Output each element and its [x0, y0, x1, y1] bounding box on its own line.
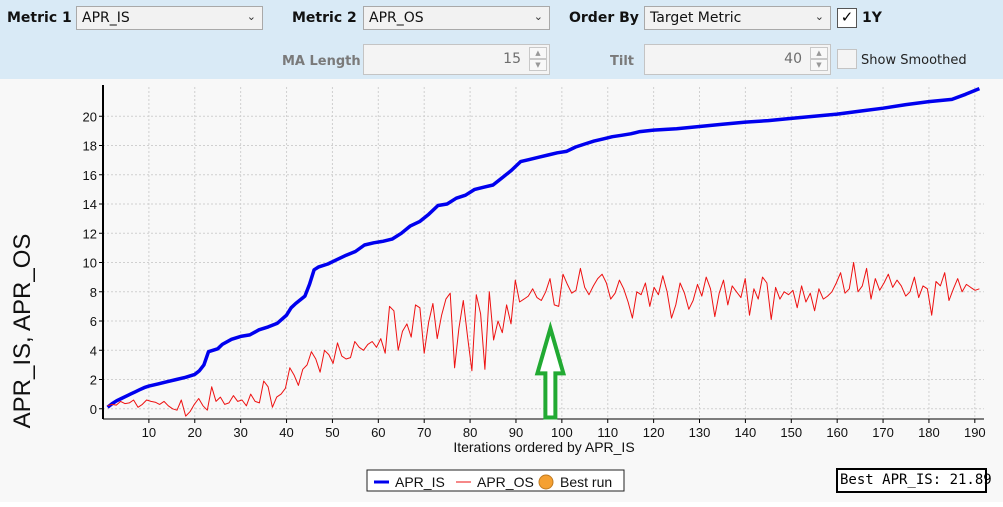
x-tick-label: 140 [735, 425, 757, 440]
x-tick-label: 20 [188, 425, 202, 440]
metric1-label: Metric 1 [7, 10, 72, 26]
chevron-down-icon: ⌄ [533, 10, 543, 23]
x-tick-label: 120 [643, 425, 665, 440]
metric2-value: APR_OS [369, 10, 424, 26]
y-tick-label: 6 [90, 314, 97, 329]
y-tick-label: 12 [83, 226, 97, 241]
y-tick-label: 16 [83, 168, 97, 183]
ma-length-value: 15 [503, 51, 521, 67]
x-tick-label: 100 [551, 425, 573, 440]
series-line-apr-os [107, 262, 980, 417]
legend-box [366, 469, 625, 492]
tilt-label: Tilt [610, 54, 634, 69]
legend: APR_IS APR_OS Best run [366, 469, 625, 492]
x-tick-label: 90 [509, 425, 523, 440]
y-tick-label: 18 [83, 139, 97, 154]
chart-svg[interactable]: 10 20 30 40 50 60 70 80 90 100 110 120 130 140 150 160 1… [0, 79, 1003, 502]
annotation-group [534, 321, 567, 420]
x-tick-label: 160 [826, 425, 848, 440]
spin-up-icon[interactable]: ▲ [529, 47, 547, 59]
chart-area: 10 20 30 40 50 60 70 80 90 100 110 120 130 140 150 160 1… [0, 79, 1003, 502]
y-tick-label: 0 [90, 402, 97, 417]
oney-label: 1Y [862, 10, 882, 26]
x-tick-label: 10 [142, 425, 156, 440]
metric1-value: APR_IS [82, 10, 130, 26]
x-tick-label: 70 [417, 425, 431, 440]
spinner-buttons: ▲ ▼ [810, 47, 828, 72]
x-tick-label: 80 [463, 425, 477, 440]
x-axis-label: Iterations ordered by APR_IS [453, 439, 634, 455]
y-tick-label: 14 [83, 197, 97, 212]
smoothed-label: Show Smoothed [861, 53, 967, 68]
smoothed-checkbox[interactable] [837, 49, 857, 69]
toolbar: Metric 1 APR_IS ⌄ Metric 2 APR_OS ⌄ Orde… [0, 0, 1003, 79]
y-tick-label: 4 [90, 343, 97, 358]
orderby-value: Target Metric [650, 10, 742, 26]
chevron-down-icon: ⌄ [814, 10, 824, 23]
orderby-select[interactable]: Target Metric ⌄ [644, 6, 831, 30]
spin-down-icon[interactable]: ▼ [529, 59, 547, 71]
best-value-box: Best APR_IS: 21.89 [836, 468, 992, 493]
x-tick-label: 180 [918, 425, 940, 440]
legend-label-best-run: Best run [560, 474, 612, 490]
tilt-value: 40 [784, 51, 802, 67]
y-tick-label: 8 [90, 285, 97, 300]
axes: 10 20 30 40 50 60 70 80 90 100 110 120 130 140 150 160 1… [83, 85, 986, 440]
spin-down-icon[interactable]: ▼ [810, 59, 828, 71]
x-tick-label: 110 [597, 425, 618, 440]
x-tick-label: 190 [964, 425, 986, 440]
oney-checkbox[interactable]: ✓ [837, 8, 857, 28]
series-group [106, 86, 981, 417]
x-tick-label: 170 [872, 425, 894, 440]
checkmark-icon: ✓ [840, 9, 854, 26]
legend-swatch-best-run [538, 474, 554, 490]
series-line-apr-is [106, 86, 981, 409]
chevron-down-icon: ⌄ [246, 10, 256, 23]
y-tick-label: 2 [90, 373, 97, 388]
metric1-select[interactable]: APR_IS ⌄ [76, 6, 263, 30]
metric2-select[interactable]: APR_OS ⌄ [363, 6, 550, 30]
x-tick-label: 60 [371, 425, 385, 440]
green-up-arrow-icon [534, 321, 567, 420]
ma-length-label: MA Length [282, 54, 361, 69]
x-tick-label: 40 [279, 425, 293, 440]
metric2-label: Metric 2 [292, 10, 357, 26]
spin-up-icon[interactable]: ▲ [810, 47, 828, 59]
x-tick-label: 50 [325, 425, 339, 440]
tilt-spinner[interactable]: 40 ▲ ▼ [644, 44, 831, 75]
y-tick-label: 20 [83, 109, 97, 124]
orderby-label: Order By [569, 10, 639, 26]
ma-length-spinner[interactable]: 15 ▲ ▼ [363, 44, 550, 75]
legend-label-apr-os: APR_OS [477, 474, 534, 490]
y-tick-label: 10 [83, 256, 97, 271]
y-axis-label: APR_IS, APR_OS [9, 234, 36, 429]
x-tick-label: 130 [689, 425, 711, 440]
legend-label-apr-is: APR_IS [395, 474, 445, 490]
spinner-buttons: ▲ ▼ [529, 47, 547, 72]
x-tick-label: 150 [780, 425, 802, 440]
x-tick-label: 30 [233, 425, 247, 440]
